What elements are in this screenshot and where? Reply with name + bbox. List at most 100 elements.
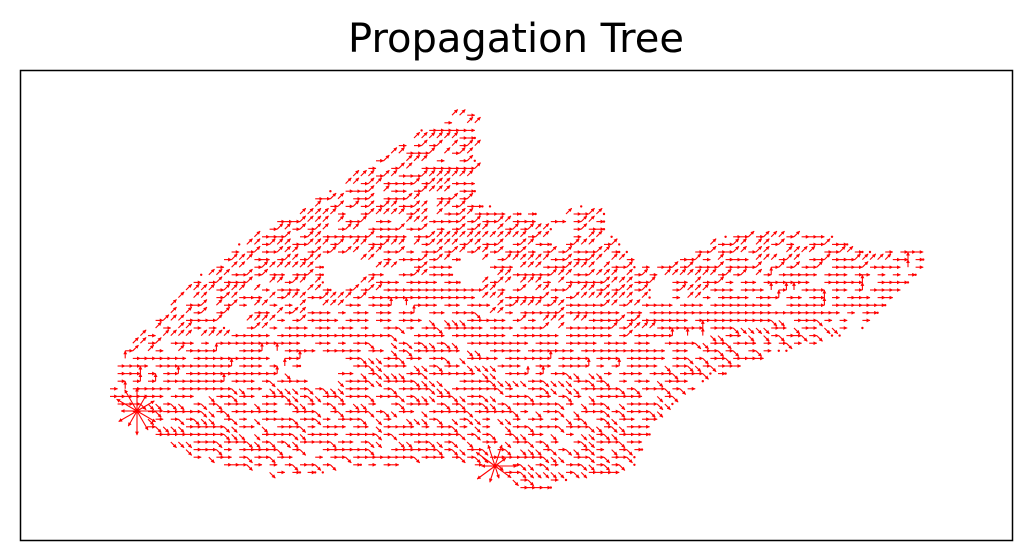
tree-edge bbox=[208, 268, 215, 276]
tree-edge bbox=[694, 268, 702, 276]
tree-edge bbox=[436, 131, 443, 139]
tree-edge bbox=[520, 261, 527, 268]
tree-node bbox=[914, 273, 917, 276]
tree-edge bbox=[284, 291, 291, 298]
tree-edge bbox=[269, 456, 276, 464]
tree-edge bbox=[664, 365, 671, 373]
tree-edge bbox=[284, 373, 291, 380]
tree-edge bbox=[512, 299, 519, 306]
tree-edge bbox=[862, 253, 869, 260]
tree-edge bbox=[512, 380, 519, 388]
tree-edge bbox=[444, 200, 451, 207]
tree-edge bbox=[884, 253, 892, 260]
tree-edge bbox=[368, 230, 375, 238]
tree-edge bbox=[261, 261, 269, 268]
tree-edge bbox=[421, 261, 428, 268]
tree-edge bbox=[390, 207, 398, 215]
tree-edge bbox=[451, 342, 459, 350]
tree-edge bbox=[231, 299, 238, 306]
tree-node bbox=[648, 433, 651, 436]
tree-edge bbox=[535, 449, 542, 456]
tree-edge bbox=[497, 276, 504, 283]
tree-edge bbox=[482, 449, 489, 456]
tree-edge bbox=[466, 365, 474, 373]
tree-node bbox=[671, 402, 674, 406]
tree-edge bbox=[116, 398, 138, 412]
tree-edge bbox=[626, 329, 633, 336]
tree-edge bbox=[603, 418, 611, 426]
tree-edge bbox=[482, 283, 489, 291]
tree-edge bbox=[421, 154, 428, 162]
tree-edge bbox=[770, 253, 778, 260]
tree-edge bbox=[588, 291, 595, 298]
tree-edge bbox=[421, 373, 428, 380]
tree-edge bbox=[710, 268, 717, 276]
tree-edge bbox=[596, 230, 603, 238]
tree-edge bbox=[368, 207, 375, 215]
tree-edge bbox=[231, 253, 238, 260]
tree-edge bbox=[565, 268, 573, 276]
tree-edge bbox=[801, 335, 808, 342]
tree-edge bbox=[558, 472, 565, 479]
tree-edge bbox=[459, 207, 466, 215]
tree-edge bbox=[763, 238, 770, 245]
tree-edge bbox=[489, 306, 497, 314]
tree-node bbox=[321, 273, 324, 276]
tree-edge bbox=[231, 388, 238, 395]
plot-frame bbox=[19, 69, 1014, 542]
tree-edge bbox=[444, 147, 451, 154]
tree-edge bbox=[314, 200, 322, 207]
tree-edge bbox=[314, 238, 322, 245]
tree-node bbox=[861, 326, 864, 330]
tree-edge bbox=[451, 245, 459, 253]
tree-edge bbox=[383, 238, 390, 245]
tree-edge bbox=[314, 230, 322, 238]
tree-edge bbox=[254, 245, 261, 253]
tree-node bbox=[868, 250, 872, 254]
tree-edge bbox=[520, 464, 527, 471]
tree-edge bbox=[368, 276, 375, 283]
tree-edge bbox=[337, 215, 345, 222]
tree-edge bbox=[322, 207, 329, 215]
tree-edge bbox=[360, 373, 367, 380]
tree-edge bbox=[368, 342, 375, 350]
tree-edge bbox=[269, 276, 276, 283]
tree-edge bbox=[436, 200, 443, 207]
tree-edge bbox=[694, 253, 702, 260]
tree-edge bbox=[368, 396, 375, 403]
tree-edge bbox=[603, 299, 611, 306]
tree-edge bbox=[603, 464, 611, 471]
tree-edge bbox=[390, 434, 398, 441]
tree-edge bbox=[710, 335, 717, 342]
tree-edge bbox=[497, 291, 504, 298]
tree-edge bbox=[330, 192, 337, 200]
tree-edge bbox=[558, 276, 565, 283]
tree-edge bbox=[558, 380, 565, 388]
tree-edge bbox=[740, 245, 747, 253]
tree-edge bbox=[535, 253, 542, 260]
tree-edge bbox=[208, 418, 215, 426]
tree-edge bbox=[504, 441, 512, 449]
tree-edge bbox=[687, 365, 694, 373]
tree-edge bbox=[512, 230, 519, 238]
tree-edge bbox=[725, 342, 732, 350]
tree-edge bbox=[494, 465, 500, 479]
tree-edge bbox=[793, 327, 801, 335]
tree-edge bbox=[436, 327, 443, 335]
tree-edge bbox=[254, 283, 261, 291]
tree-edge bbox=[474, 139, 481, 146]
tree-edge bbox=[284, 396, 291, 403]
tree-edge bbox=[717, 350, 725, 357]
tree-edge bbox=[246, 441, 253, 449]
tree-edge bbox=[489, 365, 497, 373]
tree-node bbox=[777, 349, 780, 352]
tree-edge bbox=[679, 283, 687, 291]
tree-edge bbox=[504, 418, 512, 426]
tree-edge bbox=[261, 268, 269, 276]
tree-node bbox=[321, 471, 324, 474]
tree-edge bbox=[284, 230, 291, 238]
tree-edge bbox=[504, 230, 512, 238]
tree-edge bbox=[451, 238, 459, 245]
tree-edge bbox=[542, 321, 550, 329]
tree-edge bbox=[459, 396, 466, 403]
